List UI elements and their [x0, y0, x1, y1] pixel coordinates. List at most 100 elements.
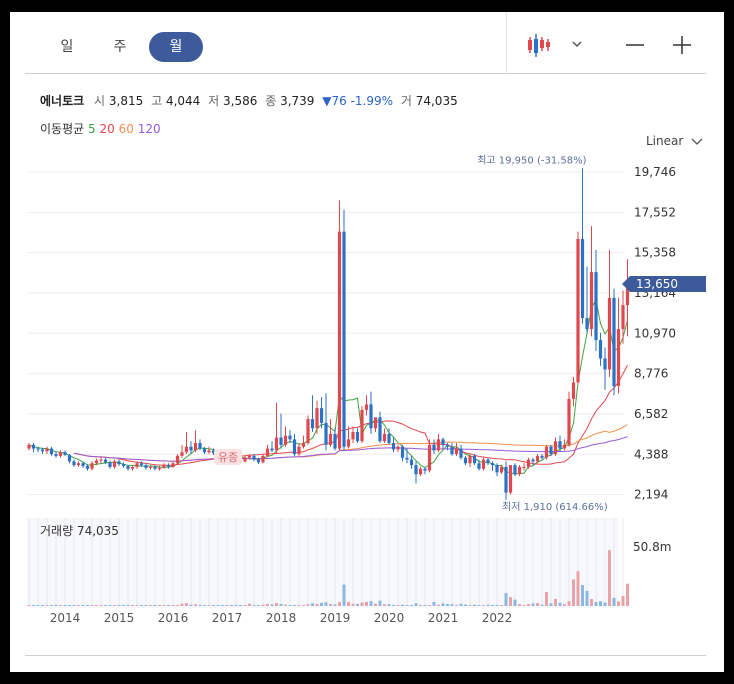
candle [535, 454, 540, 464]
volume-bar [59, 605, 62, 606]
candle [261, 454, 265, 464]
volume-bar [149, 605, 152, 606]
volume-bar [122, 605, 125, 606]
candle [193, 430, 198, 453]
candle-body [139, 463, 144, 466]
ma-20-line [73, 364, 628, 466]
candle-body [243, 457, 247, 462]
volume-bar [468, 605, 472, 606]
x-tick-label: 2019 [320, 611, 351, 625]
x-tick-label: 2016 [158, 611, 189, 625]
volume-bar [531, 603, 535, 606]
candle [391, 437, 396, 453]
candle-body [292, 439, 297, 455]
candle-body [585, 318, 589, 330]
candle-body [576, 239, 580, 383]
y-tick-label: 4,388 [634, 447, 668, 461]
x-tick-label: 2014 [50, 611, 81, 625]
toolbar-divider [506, 12, 507, 73]
volume-bar [225, 605, 229, 606]
candle [409, 455, 414, 469]
candle [252, 454, 256, 462]
x-axis: 2014 2015 2016 2017 2018 2019 2020 2021 2022 [50, 611, 513, 625]
candle [499, 465, 504, 475]
volume-bar [153, 605, 157, 606]
candle [477, 459, 481, 471]
candle-body [175, 455, 180, 464]
candle-body [373, 417, 378, 429]
tab-month[interactable]: 월 [149, 32, 203, 62]
x-tick-label: 2020 [374, 611, 405, 625]
candle [445, 443, 450, 451]
candle-body [328, 433, 333, 445]
candle [139, 461, 144, 467]
y-tick-label: 2,194 [634, 488, 668, 502]
volume-bar [356, 603, 359, 606]
open-value: 3,815 [108, 94, 144, 108]
volume-value: 74,035 [415, 94, 458, 108]
candle-body [94, 460, 99, 464]
candle [112, 459, 117, 469]
candle [432, 439, 436, 455]
candle-body [198, 443, 202, 449]
candle-body [324, 422, 328, 445]
candle-body [301, 443, 306, 447]
candle-body [360, 409, 364, 442]
scale-select[interactable]: Linear [646, 134, 703, 148]
candle-body [387, 433, 391, 444]
volume-bar [320, 602, 323, 606]
volume-grid [28, 518, 624, 606]
candle [346, 426, 351, 449]
candle [292, 433, 297, 456]
candle [94, 458, 99, 466]
tab-day[interactable]: 일 [60, 39, 74, 55]
zoom-in-button[interactable] [670, 32, 694, 56]
y-tick-label: 8,776 [634, 367, 668, 381]
candle-body [351, 432, 355, 440]
candle-body [517, 466, 522, 475]
volume-title: 거래량 74,035 [40, 524, 119, 538]
volume-bar [396, 605, 400, 606]
candle [144, 463, 148, 470]
zoom-out-button[interactable] [622, 32, 646, 56]
candle [211, 448, 216, 455]
candle-body [121, 464, 126, 466]
volume-bar [473, 604, 476, 606]
candle [243, 455, 247, 463]
chart-type-select[interactable] [526, 31, 586, 59]
candle-body [562, 444, 567, 449]
volume-label: 거 [400, 94, 412, 108]
volume-bar [243, 605, 247, 606]
volume-bar [329, 603, 332, 606]
candle-body [423, 468, 427, 471]
candle-body [598, 340, 603, 359]
volume-bar [81, 605, 85, 606]
volume-bar [27, 605, 31, 606]
candle-body [76, 463, 81, 466]
scale-select-value: Linear [646, 134, 684, 148]
event-badge-bg [214, 449, 242, 465]
candle [558, 435, 562, 453]
candle-body [63, 452, 67, 455]
candle [175, 454, 180, 466]
volume-bar [437, 604, 440, 606]
candle [544, 444, 549, 460]
candle [562, 439, 567, 451]
volume-bar [108, 605, 112, 606]
volume-bar [423, 605, 427, 606]
tab-week[interactable]: 주 [113, 39, 127, 55]
volume-bar [518, 604, 521, 606]
candle [283, 426, 288, 447]
candle [117, 459, 121, 466]
candle [135, 461, 139, 469]
volume-bar [608, 550, 611, 606]
x-tick-label: 2021 [428, 611, 459, 625]
candle-body [468, 455, 472, 464]
volume-bar [207, 605, 211, 606]
open-label: 시 [94, 94, 106, 108]
candle [540, 454, 544, 460]
y-tick-label: 17,552 [634, 205, 676, 219]
candle-body [522, 466, 526, 468]
candle [441, 437, 445, 449]
